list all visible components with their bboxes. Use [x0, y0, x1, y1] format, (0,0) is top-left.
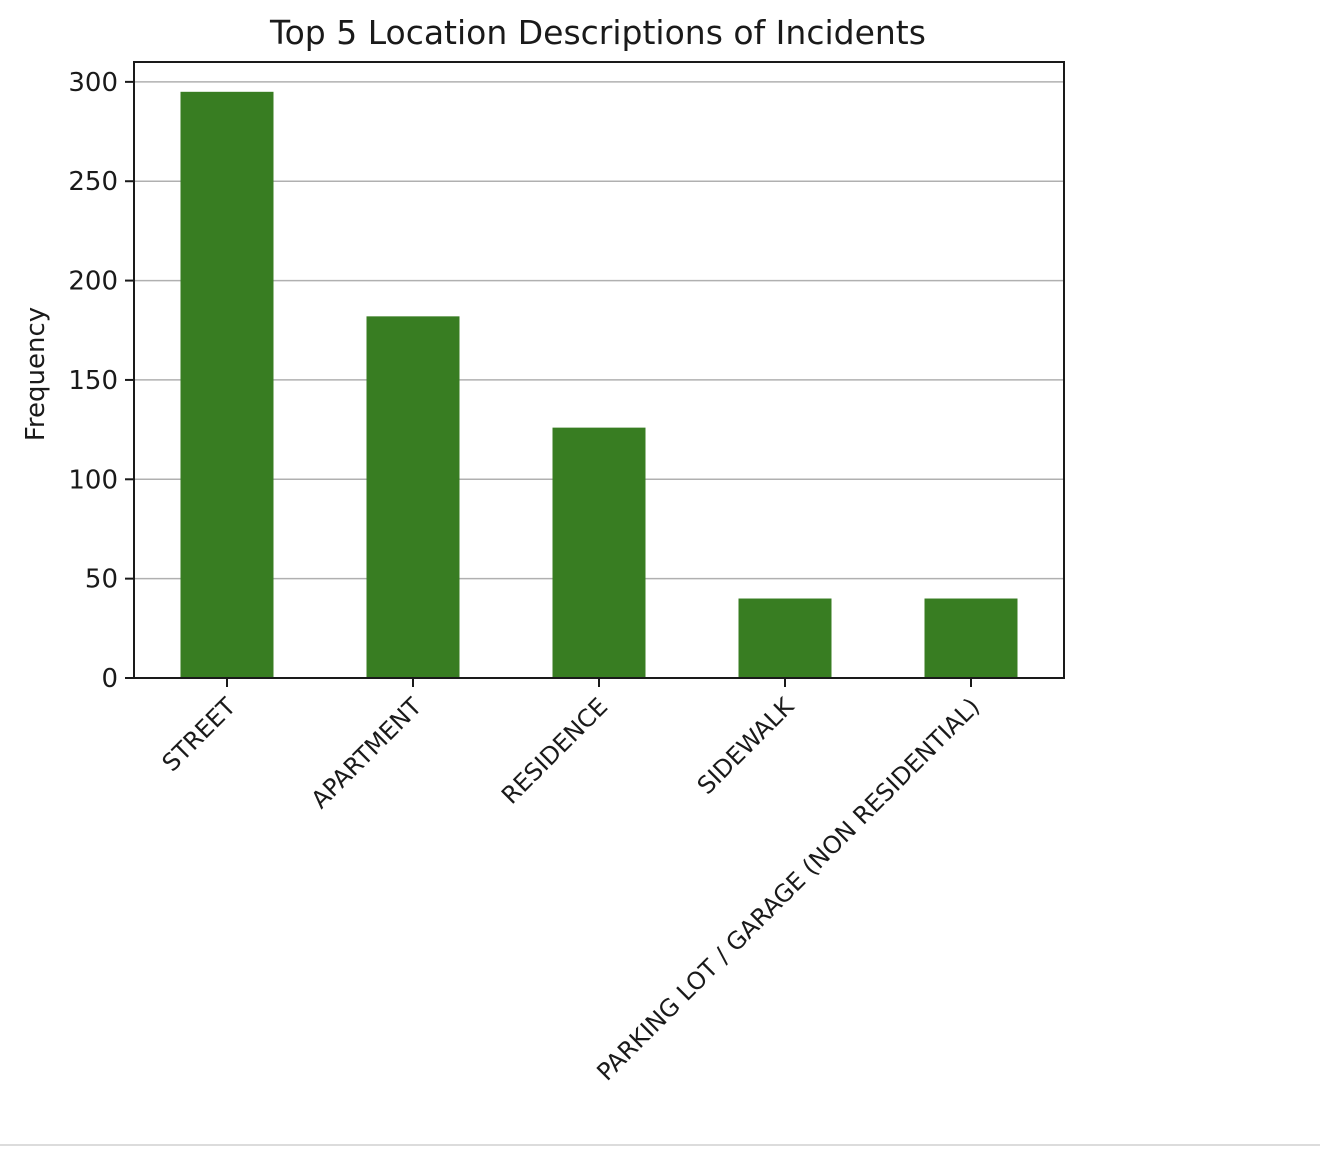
y-tick-label: 150 [68, 366, 118, 396]
y-tick-label: 100 [68, 465, 118, 495]
bar-apartment [366, 316, 460, 678]
bars [180, 91, 1018, 678]
y-tick-label: 250 [68, 167, 118, 197]
bottom-divider [0, 1144, 1320, 1146]
y-tick-label: 50 [85, 565, 118, 595]
x-tick-label: PARKING LOT / GARAGE (NON RESIDENTIAL) [591, 692, 985, 1086]
bar-residence [552, 427, 646, 678]
x-tick-label: SIDEWALK [692, 692, 800, 800]
y-tick-label: 300 [68, 68, 118, 98]
y-tick-label: 200 [68, 267, 118, 297]
chart-title: Top 5 Location Descriptions of Incidents [269, 13, 926, 52]
y-tick-label: 0 [101, 664, 118, 694]
gridlines [134, 81, 1064, 580]
bar-street [180, 91, 274, 678]
x-axis: STREET APARTMENT RESIDENCE SIDEWALKPARKING … [157, 678, 985, 1086]
x-tick-label: APARTMENT [306, 692, 428, 814]
x-tick-label: STREET [157, 692, 242, 777]
bar-sidewalk [738, 598, 832, 678]
x-tick-label: RESIDENCE [496, 692, 613, 809]
bar-parking-lot-garage-non-residential [924, 598, 1018, 678]
y-axis-label: Frequency [21, 307, 51, 441]
y-axis: 0 50 100 150 200 250 300 [68, 68, 134, 694]
